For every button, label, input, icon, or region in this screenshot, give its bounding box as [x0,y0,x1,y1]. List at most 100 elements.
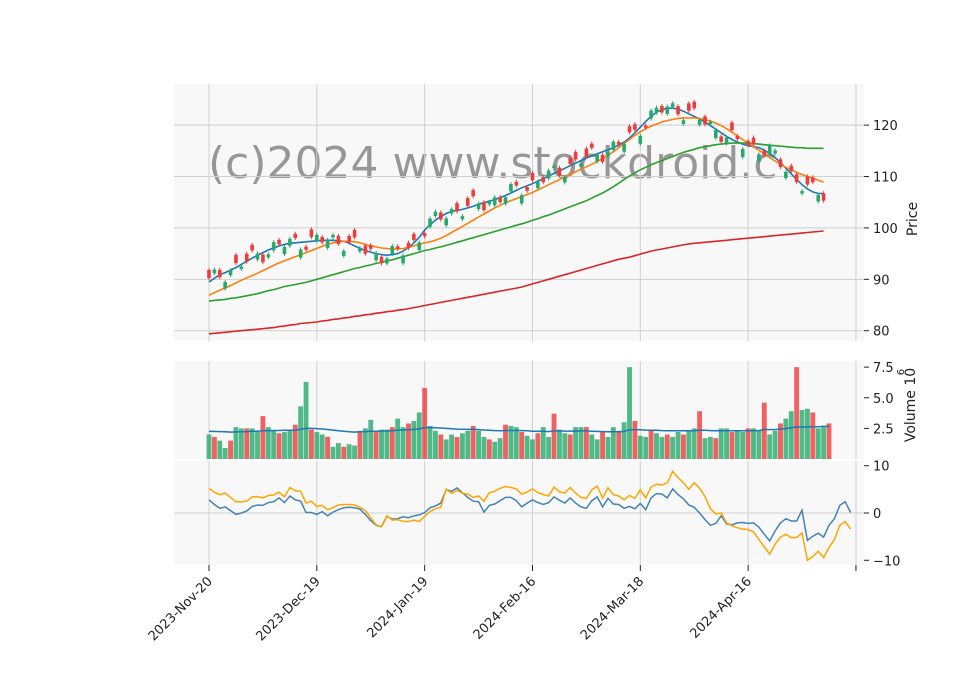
candle-body [692,101,697,109]
x-tick-label: 2024-Feb-16 [471,574,540,643]
candle-body [789,165,794,172]
volume-bar [540,427,546,459]
volume-bar [260,416,266,459]
volume-bar [406,423,411,459]
candle-body [217,269,222,278]
candle-body [492,197,497,206]
volume-bar [244,428,250,459]
x-tick-label: 2024-Jan-19 [364,574,431,641]
candle-body [730,122,734,131]
volume-bar [217,440,223,459]
volume-bar [627,367,632,459]
volume-bar [255,432,260,459]
volume-bar [691,428,697,459]
candle-body [514,181,519,186]
candle-body [579,163,583,167]
volume-bar [476,430,481,459]
volume-bar [794,367,800,459]
candle-body [293,233,298,239]
candle-body [751,137,756,145]
volume-bar [740,432,746,459]
volume-bar [594,439,600,459]
volume-bar [249,428,255,459]
volume-bar [535,433,541,459]
candle-body [412,233,416,240]
volume-bar [362,428,368,459]
candle-body [762,150,767,155]
candle-body [455,203,459,212]
price-moving-average-line [208,230,824,335]
candle-body [740,148,745,158]
volume-bar [443,439,449,459]
volume-bar [486,439,492,459]
candle-body [325,240,330,248]
candle-body [746,140,750,146]
candle-body [778,159,783,167]
volume-bar [352,445,357,459]
volume-bar [616,430,622,459]
candle-body [552,165,556,169]
candle-body [390,245,395,255]
candle-body [379,256,384,264]
volume-bar [557,429,562,459]
candle-body [207,269,211,279]
volume-bar [778,423,783,459]
candle-body [627,126,632,133]
volume-bar [206,434,212,459]
candle-body [509,184,513,192]
volume-axis-exponent: 6 [896,369,907,375]
volume-bar [222,447,228,459]
volume-bar [729,432,735,459]
candle-body [821,193,826,201]
volume-bar [648,429,654,459]
volume-y-tick-label: 2.5 [873,422,894,437]
x-tick-label: 2023-Nov-20 [146,574,216,644]
candle-body [298,249,303,258]
oscillator-line [208,486,852,543]
volume-bar [821,427,827,459]
candle-body [800,191,804,194]
volume-bar [319,434,325,459]
price-moving-average-line [208,107,824,283]
candle-body [757,154,761,162]
volume-bar [826,423,832,459]
volume-bar [416,412,422,459]
candle-body [428,218,432,227]
volume-bar [233,427,239,459]
volume-bar [610,427,616,459]
volume-bar [600,432,605,459]
candle-body [794,174,799,183]
candle-body [563,176,567,183]
price-moving-average-line [208,142,824,302]
volume-bar [605,436,611,459]
candle-body [724,137,729,144]
volume-bar [265,427,271,459]
volume-bar [707,436,713,459]
volume-bar [492,441,498,459]
candle-body [444,218,449,226]
candle-body [681,120,686,124]
volume-bar [346,444,352,459]
volume-bar [583,427,589,459]
candle-body [374,252,378,261]
volume-y-tick-label: 7.5 [873,361,894,376]
volume-bar [519,432,525,459]
volume-bar [379,429,384,459]
candle-body [638,135,643,144]
x-tick-label: 2024-Apr-16 [688,574,755,641]
candle-body [536,181,540,189]
candle-body [649,110,653,119]
price-y-tick-label: 110 [873,171,898,186]
volume-bar [772,430,778,459]
candle-body [460,216,465,220]
volume-bar [745,428,751,459]
oscillator-y-tick-label: 0 [873,507,881,522]
price-y-tick-label: 80 [873,325,890,340]
price-y-tick-label: 90 [873,273,890,288]
candle-body [401,255,405,264]
volume-bar [497,438,503,459]
volume-bar [573,427,579,459]
volume-bar [282,432,287,459]
volume-y-tick-label: 5.0 [873,392,894,407]
volume-bar [578,427,584,459]
